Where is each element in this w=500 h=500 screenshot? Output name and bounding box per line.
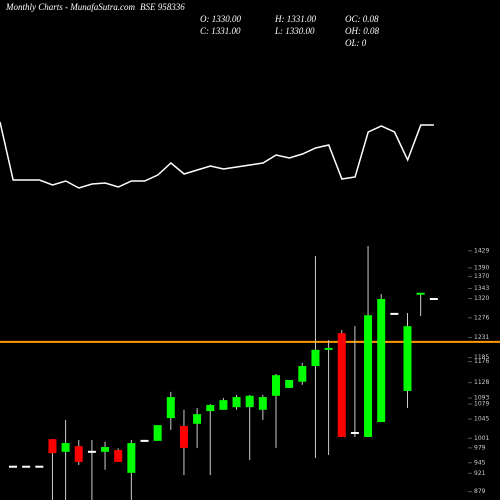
candle-body [114,450,123,462]
y-tick-label: 1093 [474,394,489,401]
candle-body [232,397,241,408]
code-label: BSE 958336 [140,2,185,12]
y-tick-label: 1276 [474,314,489,321]
candle-body [140,439,149,442]
y-tick-label: 1128 [474,379,489,386]
ohlc-c: C: 1331.00 [200,26,241,36]
candle-body [153,425,162,441]
candle-body [179,425,188,448]
candle-body [364,315,373,437]
ohlc-ol: OL: 0 [345,38,367,48]
candle-body [166,397,175,419]
candle-body [127,443,136,473]
candle-body [245,395,254,408]
candle-body [337,333,346,437]
indicator-line [0,121,434,189]
ohlc-h: H: 1331.00 [274,14,316,24]
candle-body [403,326,412,391]
candle-body [258,397,267,410]
candle-body [324,347,333,350]
candle-body [416,292,425,295]
y-tick-label: 1231 [474,334,489,341]
y-tick-label: 979 [474,444,486,451]
candle-body [74,446,83,462]
candle-body [35,465,44,468]
ohlc-l: L: 1330.00 [274,26,315,36]
y-tick-label: 1079 [474,401,489,408]
candle-body [61,443,70,452]
candle-body [429,297,438,300]
y-tick-label: 1045 [474,415,489,422]
y-tick-label: 1185 [474,354,489,361]
candle-body [206,404,215,412]
y-tick-label: 1370 [474,273,489,280]
candle-body [101,447,110,452]
y-tick-label: 1343 [474,285,489,292]
candle-body [9,465,17,468]
ohlc-o: O: 1330.00 [200,14,241,24]
ohlc-oc: OC: 0.08 [345,14,379,24]
y-tick-label: 1429 [474,247,489,254]
y-tick-label: 1320 [474,295,489,302]
y-tick-label: 1390 [474,264,489,271]
ohlc-oh: OH: 0.08 [345,26,379,36]
site-label: - MunafaSutra.com [65,2,135,12]
candle-body [377,298,386,423]
candle-body [87,450,96,453]
candle-body [48,439,57,454]
candle-body [285,380,294,388]
candle-body [311,349,320,366]
y-tick-label: 945 [474,459,486,466]
candle-body [272,375,280,396]
candle-body [193,414,202,424]
y-tick-label: 921 [474,470,486,477]
y-tick-label: 1176 [474,358,489,365]
candle-body [22,465,31,468]
y-tick-label: 879 [474,488,486,495]
candle-body [298,365,307,382]
chart-label: Monthly Charts [5,2,63,12]
candle-body [350,431,359,434]
candle-body [390,312,399,315]
y-tick-label: 1001 [474,435,489,442]
candle-body [219,400,228,410]
